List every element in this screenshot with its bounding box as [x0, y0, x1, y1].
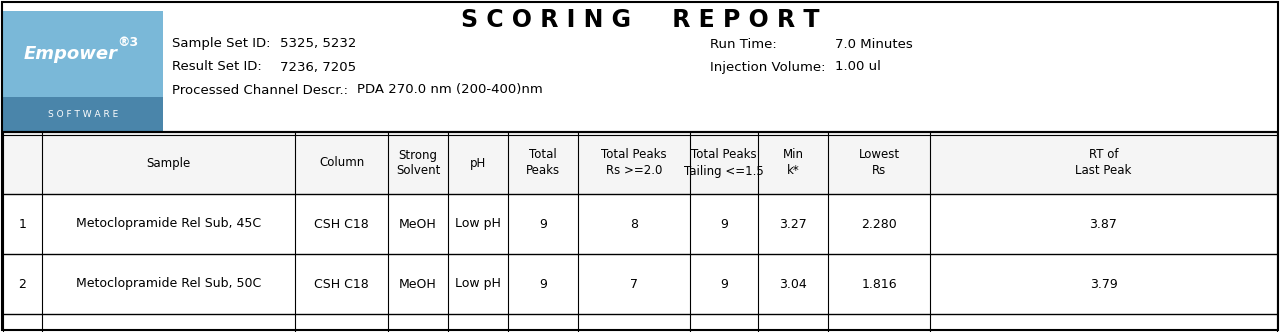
Text: 3.87: 3.87: [1089, 217, 1117, 230]
Text: MeOH: MeOH: [399, 217, 436, 230]
Text: MeOH: MeOH: [399, 278, 436, 290]
Text: Column: Column: [319, 156, 364, 170]
Text: 3.27: 3.27: [780, 217, 806, 230]
Text: 3.04: 3.04: [780, 278, 806, 290]
Text: S C O R I N G     R E P O R T: S C O R I N G R E P O R T: [461, 8, 819, 32]
Bar: [3, 2, 1277, 132]
Text: 2.280: 2.280: [861, 217, 897, 230]
Text: PDA 270.0 nm (200-400)nm: PDA 270.0 nm (200-400)nm: [357, 84, 543, 97]
Text: Injection Volume:: Injection Volume:: [710, 60, 826, 73]
Text: 9: 9: [721, 217, 728, 230]
Text: S O F T W A R E: S O F T W A R E: [47, 110, 118, 119]
Bar: [3, 314, 1277, 332]
Text: 7236, 7205: 7236, 7205: [280, 60, 356, 73]
Bar: [3, 11, 163, 97]
Text: Lowest
Rs: Lowest Rs: [859, 148, 900, 178]
Text: Metoclopramide Rel Sub, 45C: Metoclopramide Rel Sub, 45C: [76, 217, 261, 230]
Text: Metoclopramide Rel Sub, 50C: Metoclopramide Rel Sub, 50C: [76, 278, 261, 290]
Text: 1: 1: [19, 217, 27, 230]
Text: Low pH: Low pH: [456, 217, 500, 230]
Text: CSH C18: CSH C18: [314, 217, 369, 230]
Text: Total Peaks
Tailing <=1.5: Total Peaks Tailing <=1.5: [684, 148, 764, 178]
Bar: [3, 97, 163, 131]
Text: Total Peaks
Rs >=2.0: Total Peaks Rs >=2.0: [602, 148, 667, 178]
Text: Processed Channel Descr.:: Processed Channel Descr.:: [172, 84, 348, 97]
Text: RT of
Last Peak: RT of Last Peak: [1075, 148, 1132, 178]
Text: 3.79: 3.79: [1089, 278, 1117, 290]
Text: 5325, 5232: 5325, 5232: [280, 38, 356, 50]
Text: 1.00 ul: 1.00 ul: [835, 60, 881, 73]
Text: Result Set ID:: Result Set ID:: [172, 60, 261, 73]
Text: Sample Set ID:: Sample Set ID:: [172, 38, 270, 50]
Bar: [3, 132, 1277, 194]
Text: ®3: ®3: [118, 36, 138, 49]
Text: Low pH: Low pH: [456, 278, 500, 290]
Text: 9: 9: [539, 217, 547, 230]
Text: Empower: Empower: [23, 45, 118, 63]
Text: Min
k*: Min k*: [782, 148, 804, 178]
Text: 7: 7: [630, 278, 637, 290]
Text: Run Time:: Run Time:: [710, 38, 777, 50]
Text: pH: pH: [470, 156, 486, 170]
Text: Strong
Solvent: Strong Solvent: [396, 148, 440, 178]
Text: Total
Peaks: Total Peaks: [526, 148, 561, 178]
Text: 9: 9: [539, 278, 547, 290]
Text: Sample: Sample: [146, 156, 191, 170]
Text: 9: 9: [721, 278, 728, 290]
Text: 2: 2: [19, 278, 27, 290]
Text: 7.0 Minutes: 7.0 Minutes: [835, 38, 913, 50]
Text: CSH C18: CSH C18: [314, 278, 369, 290]
Text: 1.816: 1.816: [861, 278, 897, 290]
Bar: [3, 194, 1277, 254]
Text: 8: 8: [630, 217, 637, 230]
Bar: [3, 254, 1277, 314]
